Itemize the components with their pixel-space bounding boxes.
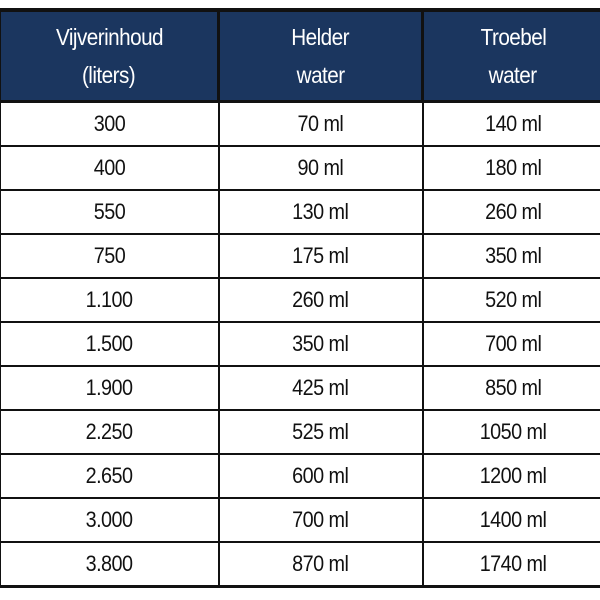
cell-pond-volume: 1.900 bbox=[0, 365, 220, 411]
cell-text: 350 ml bbox=[484, 243, 542, 268]
cell-text: 700 ml bbox=[292, 507, 349, 532]
header-line: water bbox=[296, 62, 345, 88]
cell-text: 2.250 bbox=[85, 419, 133, 444]
cell-text: 70 ml bbox=[297, 111, 344, 136]
cell-murky-water: 850 ml bbox=[421, 365, 600, 411]
cell-text: 180 ml bbox=[484, 155, 542, 180]
cell-text: 600 ml bbox=[292, 463, 349, 488]
cell-text: 350 ml bbox=[292, 331, 349, 356]
table-row: 2.650 600 ml 1200 ml bbox=[0, 453, 600, 499]
header-line: water bbox=[489, 62, 537, 88]
cell-pond-volume: 750 bbox=[0, 233, 220, 279]
cell-text: 1.500 bbox=[85, 331, 133, 356]
cell-text: 3.800 bbox=[85, 551, 133, 576]
cell-text: 2.650 bbox=[85, 463, 133, 488]
cell-pond-volume: 1.100 bbox=[0, 277, 220, 323]
cell-text: 260 ml bbox=[484, 199, 542, 224]
cell-text: 1050 ml bbox=[479, 419, 547, 444]
cell-text: 1200 ml bbox=[479, 463, 547, 488]
header-line: Helder bbox=[291, 24, 350, 50]
cell-text: 300 bbox=[93, 111, 125, 136]
cell-text: 3.000 bbox=[85, 507, 133, 532]
cell-pond-volume: 3.800 bbox=[0, 541, 220, 588]
cell-text: 90 ml bbox=[297, 155, 344, 180]
table-row: 750 175 ml 350 ml bbox=[0, 233, 600, 279]
cell-clear-water: 130 ml bbox=[217, 189, 424, 235]
cell-pond-volume: 2.650 bbox=[0, 453, 220, 499]
cell-clear-water: 350 ml bbox=[217, 321, 424, 367]
header-row: Vijverinhoud (liters) Helder water Troebel… bbox=[0, 8, 600, 103]
cell-clear-water: 175 ml bbox=[217, 233, 424, 279]
cell-text: 520 ml bbox=[484, 287, 542, 312]
cell-murky-water: 350 ml bbox=[421, 233, 600, 279]
cell-text: 1740 ml bbox=[479, 551, 547, 576]
header-line: Vijverinhoud bbox=[55, 24, 163, 50]
cell-text: 700 ml bbox=[484, 331, 542, 356]
cell-murky-water: 180 ml bbox=[421, 145, 600, 191]
cell-text: 1400 ml bbox=[479, 507, 547, 532]
cell-text: 1.100 bbox=[85, 287, 133, 312]
cell-clear-water: 525 ml bbox=[217, 409, 424, 455]
cell-murky-water: 1200 ml bbox=[421, 453, 600, 499]
dosage-table: Vijverinhoud (liters) Helder water Troebel… bbox=[0, 8, 600, 588]
cell-pond-volume: 1.500 bbox=[0, 321, 220, 367]
cell-clear-water: 600 ml bbox=[217, 453, 424, 499]
cell-text: 400 bbox=[93, 155, 125, 180]
table-row: 1.500 350 ml 700 ml bbox=[0, 321, 600, 367]
cell-pond-volume: 300 bbox=[0, 100, 220, 147]
cell-clear-water: 90 ml bbox=[217, 145, 424, 191]
cell-pond-volume: 400 bbox=[0, 145, 220, 191]
cell-clear-water: 870 ml bbox=[217, 541, 424, 588]
cell-text: 140 ml bbox=[484, 111, 542, 136]
header-line: (liters) bbox=[82, 62, 136, 88]
table-row: 1.900 425 ml 850 ml bbox=[0, 365, 600, 411]
table-row: 3.000 700 ml 1400 ml bbox=[0, 497, 600, 543]
cell-clear-water: 70 ml bbox=[217, 100, 424, 147]
cell-text: 750 bbox=[93, 243, 125, 268]
table-row: 2.250 525 ml 1050 ml bbox=[0, 409, 600, 455]
cell-text: 550 bbox=[93, 199, 125, 224]
cell-murky-water: 1050 ml bbox=[421, 409, 600, 455]
cell-murky-water: 260 ml bbox=[421, 189, 600, 235]
header-line: Troebel bbox=[480, 24, 546, 50]
cell-clear-water: 260 ml bbox=[217, 277, 424, 323]
cell-text: 525 ml bbox=[292, 419, 349, 444]
cell-murky-water: 1740 ml bbox=[421, 541, 600, 588]
cell-clear-water: 425 ml bbox=[217, 365, 424, 411]
cell-murky-water: 140 ml bbox=[421, 100, 600, 147]
table-row: 3.800 870 ml 1740 ml bbox=[0, 541, 600, 588]
table-row: 300 70 ml 140 ml bbox=[0, 100, 600, 147]
table-row: 550 130 ml 260 ml bbox=[0, 189, 600, 235]
cell-text: 1.900 bbox=[85, 375, 133, 400]
cell-text: 130 ml bbox=[292, 199, 349, 224]
cell-pond-volume: 3.000 bbox=[0, 497, 220, 543]
cell-pond-volume: 2.250 bbox=[0, 409, 220, 455]
table-row: 1.100 260 ml 520 ml bbox=[0, 277, 600, 323]
cell-text: 425 ml bbox=[292, 375, 349, 400]
cell-murky-water: 1400 ml bbox=[421, 497, 600, 543]
cell-text: 850 ml bbox=[484, 375, 542, 400]
cell-murky-water: 520 ml bbox=[421, 277, 600, 323]
cell-murky-water: 700 ml bbox=[421, 321, 600, 367]
header-murky-water: Troebel water bbox=[421, 8, 600, 103]
cell-pond-volume: 550 bbox=[0, 189, 220, 235]
cell-text: 260 ml bbox=[292, 287, 349, 312]
cell-text: 175 ml bbox=[292, 243, 349, 268]
header-pond-volume: Vijverinhoud (liters) bbox=[0, 8, 220, 103]
header-clear-water: Helder water bbox=[217, 8, 424, 103]
cell-clear-water: 700 ml bbox=[217, 497, 424, 543]
cell-text: 870 ml bbox=[292, 551, 349, 576]
table-row: 400 90 ml 180 ml bbox=[0, 145, 600, 191]
